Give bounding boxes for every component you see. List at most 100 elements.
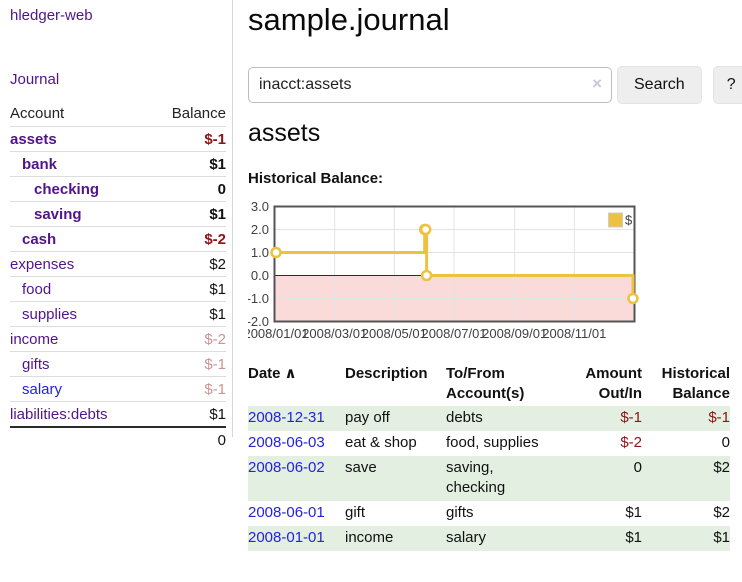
transaction-amount: 0 xyxy=(564,456,650,501)
account-balance: $-1 xyxy=(204,355,226,373)
account-balance: $1 xyxy=(209,205,226,223)
account-link[interactable]: assets xyxy=(10,130,57,148)
account-balance: $-2 xyxy=(204,230,226,248)
account-balance: $1 xyxy=(209,155,226,173)
account-balance: $1 xyxy=(209,405,226,423)
svg-text:-1.0: -1.0 xyxy=(248,291,269,306)
account-row: food $1 xyxy=(10,276,226,302)
clear-search-icon[interactable]: × xyxy=(592,74,602,93)
svg-text:2008/11/01: 2008/11/01 xyxy=(542,326,606,341)
tofrom-column-header: To/From Account(s) xyxy=(446,365,525,402)
transaction-description: eat & shop xyxy=(345,434,417,451)
svg-text:-2.0: -2.0 xyxy=(248,314,269,329)
help-button[interactable]: ? xyxy=(712,66,742,104)
app-title-link[interactable]: hledger-web xyxy=(10,7,93,24)
account-tree-body: assets $-1 bank $1 checking 0 saving $1 cash $-2 e… xyxy=(10,126,226,427)
date-column-header[interactable]: Date ∧ xyxy=(248,365,297,382)
account-row: checking 0 xyxy=(10,176,226,202)
account-tree: Account Balance assets $-1 bank $1 checking 0… xyxy=(10,103,226,452)
transaction-balance: $2 xyxy=(650,456,730,501)
sidebar-item-journal[interactable]: Journal xyxy=(10,71,60,88)
sort-asc-icon: ∧ xyxy=(284,365,297,382)
account-row: gifts $-1 xyxy=(10,351,226,377)
account-link[interactable]: checking xyxy=(34,180,100,198)
transaction-row: 2008-06-03 eat & shop food, supplies $-2 0 xyxy=(248,431,730,456)
transaction-description: income xyxy=(345,526,446,551)
transaction-amount: $1 xyxy=(564,526,650,551)
transaction-description: save xyxy=(345,456,446,501)
account-balance: $1 xyxy=(209,305,226,323)
transaction-accounts: gifts xyxy=(446,504,474,521)
account-column-header: Account xyxy=(10,105,65,122)
transaction-row: 2008-06-02 save saving, checking 0 $2 xyxy=(248,456,730,501)
total-balance: 0 xyxy=(148,426,226,452)
account-balance: $2 xyxy=(209,255,226,273)
account-link[interactable]: gifts xyxy=(22,355,50,373)
account-link[interactable]: cash xyxy=(22,230,57,248)
main-content: sample.journal × Search ? assets Histori… xyxy=(243,0,742,582)
account-balance: 0 xyxy=(217,180,226,198)
transaction-accounts: saving, checking xyxy=(446,456,564,501)
account-row: cash $-2 xyxy=(10,226,226,252)
account-link[interactable]: saving xyxy=(34,205,82,223)
transaction-accounts: debts xyxy=(446,406,564,431)
svg-text:0.0: 0.0 xyxy=(251,268,269,283)
account-link[interactable]: salary xyxy=(22,380,63,398)
account-balance: $-2 xyxy=(204,330,226,348)
account-row: supplies $1 xyxy=(10,301,226,327)
svg-text:2008/05/01: 2008/05/01 xyxy=(362,326,427,341)
search-form: × Search ? xyxy=(248,66,742,104)
transaction-row: 2008-06-01 gift gifts $1 $2 xyxy=(248,501,730,526)
transaction-date-link[interactable]: 2008-06-01 xyxy=(248,504,325,521)
account-balance: $-1 xyxy=(204,380,226,398)
account-balance: $-1 xyxy=(204,130,226,148)
account-row: expenses $2 xyxy=(10,251,226,277)
account-row: assets $-1 xyxy=(10,126,226,152)
account-link[interactable]: liabilities:debts xyxy=(10,405,108,423)
account-row: salary $-1 xyxy=(10,376,226,402)
account-link[interactable]: expenses xyxy=(10,255,75,273)
sidebar: hledger-web Journal Account Balance asse… xyxy=(0,0,233,452)
account-heading: assets xyxy=(248,119,321,147)
transaction-balance: 0 xyxy=(721,434,730,451)
svg-text:$: $ xyxy=(625,213,633,228)
transaction-balance: $2 xyxy=(713,504,730,521)
transaction-date-link[interactable]: 2008-12-31 xyxy=(248,409,325,426)
svg-text:2008/09/01: 2008/09/01 xyxy=(482,326,547,341)
account-link[interactable]: income xyxy=(10,330,59,348)
historical-balance-chart: $3.0 2.0 1.0 0.0 -1.0 -2.0 2008/01/01 2008/03/0… xyxy=(243,199,742,346)
page-title: sample.journal xyxy=(248,2,450,37)
transaction-accounts: salary xyxy=(446,526,564,551)
search-input[interactable] xyxy=(248,67,612,103)
amount-column-header: Amount Out/In xyxy=(585,365,642,402)
description-column-header: Description xyxy=(345,365,428,382)
svg-text:2.0: 2.0 xyxy=(251,222,269,237)
account-row: income $-2 xyxy=(10,326,226,352)
transaction-description: gift xyxy=(345,504,366,521)
register-body: 2008-12-31 pay off debts $-1 $-1 2008-06-03 ea… xyxy=(248,406,730,551)
chart-title: Historical Balance: xyxy=(248,170,384,187)
transaction-amount: $-2 xyxy=(620,434,642,451)
account-tree-header: Account Balance xyxy=(10,103,226,127)
transaction-date-link[interactable]: 2008-01-01 xyxy=(248,529,325,546)
search-button[interactable]: Search xyxy=(617,66,702,104)
transaction-date-link[interactable]: 2008-06-03 xyxy=(248,434,325,451)
transaction-amount: $1 xyxy=(625,504,642,521)
transaction-row: 2008-01-01 income salary $1 $1 xyxy=(248,526,730,551)
register-header-row: Date ∧ Description To/From Account(s) Amo… xyxy=(248,362,730,406)
account-total-row: 0 xyxy=(10,426,226,452)
balance-column-header: Balance xyxy=(171,105,226,122)
svg-text:3.0: 3.0 xyxy=(251,200,269,214)
account-link[interactable]: supplies xyxy=(22,305,78,323)
account-balance: $1 xyxy=(209,280,226,298)
transaction-balance: $1 xyxy=(650,526,730,551)
svg-text:2008/07/01: 2008/07/01 xyxy=(421,326,486,341)
svg-text:2008/03/01: 2008/03/01 xyxy=(302,326,367,341)
account-link[interactable]: food xyxy=(22,280,52,298)
transaction-date-link[interactable]: 2008-06-02 xyxy=(248,459,325,476)
transaction-accounts: food, supplies xyxy=(446,434,539,451)
account-link[interactable]: bank xyxy=(22,155,58,173)
transaction-amount: $-1 xyxy=(564,406,650,431)
register-table: Date ∧ Description To/From Account(s) Amo… xyxy=(248,362,730,551)
search-box: × xyxy=(248,67,612,103)
